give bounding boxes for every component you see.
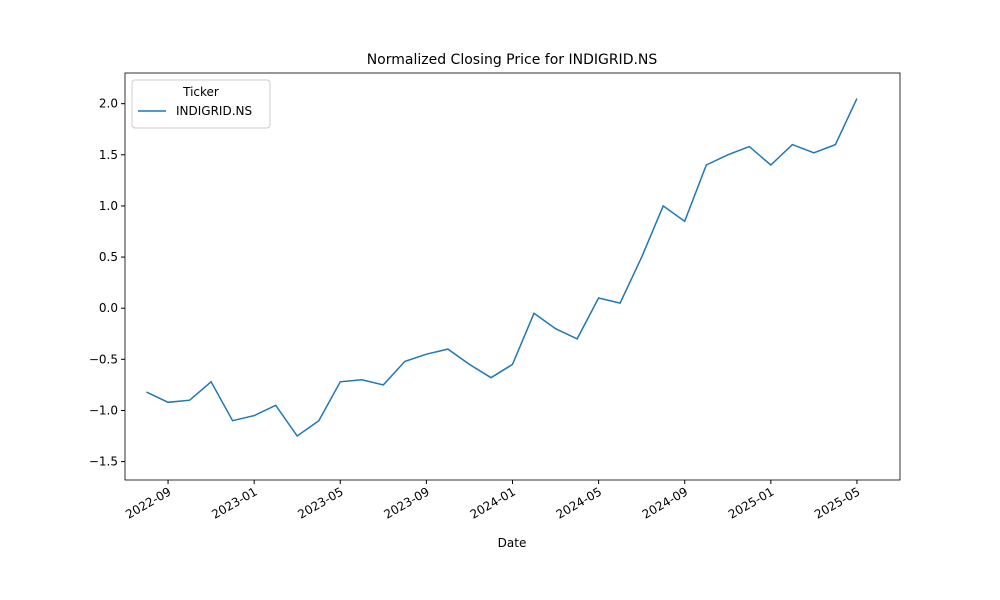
x-axis-label: Date [498, 536, 527, 550]
y-tick-label: 1.0 [99, 199, 118, 213]
plot-frame [124, 72, 901, 481]
y-tick-label: −1.0 [89, 403, 118, 417]
y-tick-label: 0.0 [99, 301, 118, 315]
data-line [146, 98, 858, 438]
y-tick-label: 2.0 [99, 97, 118, 111]
legend: Ticker INDIGRID.NS [131, 79, 271, 129]
legend-title: Ticker [182, 85, 219, 99]
chart-title: Normalized Closing Price for INDIGRID.NS [367, 52, 658, 68]
y-tick-label: −0.5 [89, 352, 118, 366]
legend-box [131, 79, 271, 129]
y-tick-label: 0.5 [99, 250, 118, 264]
y-tick-label: 1.5 [99, 148, 118, 162]
legend-label: INDIGRID.NS [176, 104, 252, 118]
y-tick-label: −1.5 [89, 455, 118, 469]
